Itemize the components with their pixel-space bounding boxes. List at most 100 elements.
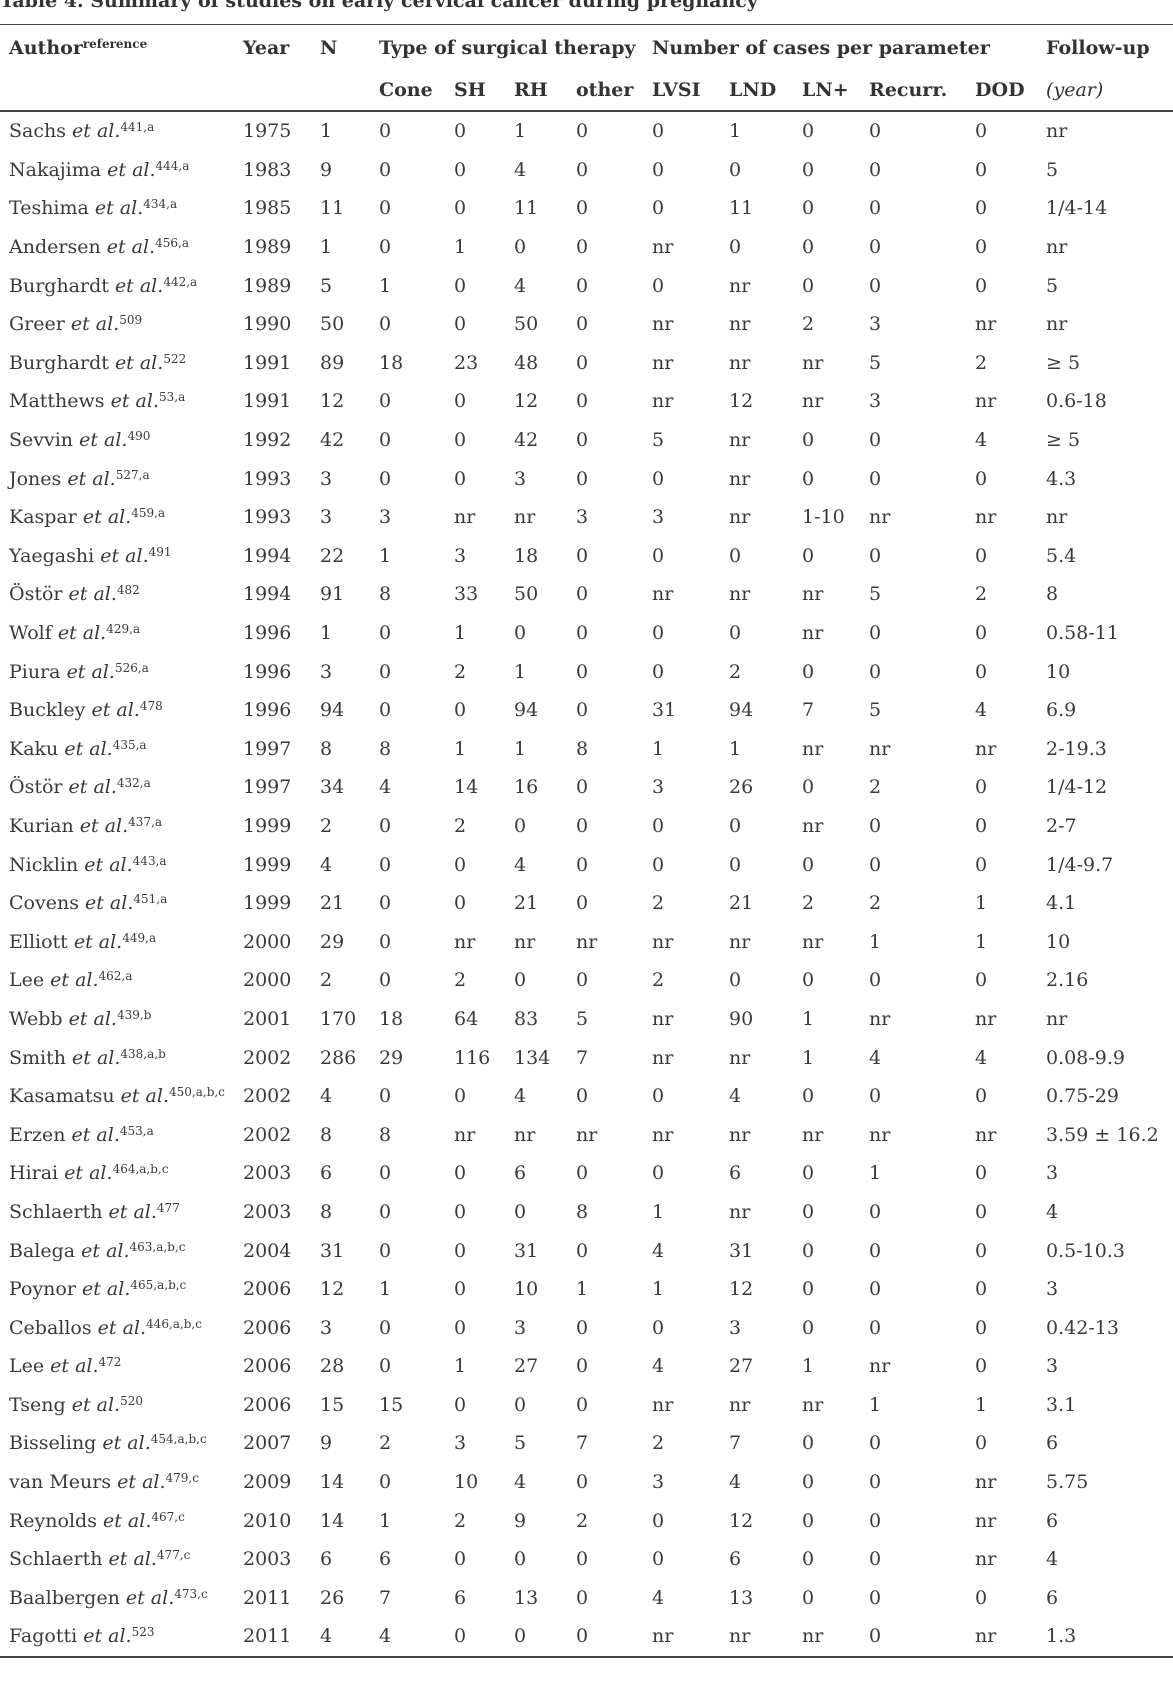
other-cell: 0 <box>576 544 589 567</box>
n-cell: 8 <box>320 1200 333 1223</box>
dod-cell: 0 <box>975 120 988 143</box>
n-cell: 4 <box>311 1617 370 1658</box>
n-cell: 4 <box>320 853 333 876</box>
n-cell: 3 <box>320 660 333 683</box>
ln-positive-cell: nr <box>802 814 824 837</box>
author-cell: Ceballos et al.446,a,b,c <box>0 1308 234 1347</box>
follow-up-cell: 1/4-12 <box>1046 776 1108 799</box>
table-row: Lee et al.472 2006 28 0 1 27 0 4 27 1 nr 0 3 <box>0 1347 1173 1386</box>
other-cell: 0 <box>576 236 589 259</box>
recurrence-cell: 0 <box>869 274 882 297</box>
header-year: Year <box>234 24 311 70</box>
lnd-cell: 13 <box>729 1586 754 1609</box>
rh-cell: 4 <box>514 274 527 297</box>
header-surgical-therapy: Type of surgical therapy <box>370 24 644 70</box>
cone-cell: 0 <box>379 1471 392 1494</box>
lnd-cell: 12 <box>729 1278 754 1301</box>
lvsi-cell: nr <box>652 583 674 606</box>
lnd-cell: 26 <box>729 776 754 799</box>
other-cell: 0 <box>576 274 589 297</box>
ln-positive-cell: 0 <box>802 197 815 220</box>
reference-superscript: 459,a <box>131 506 166 521</box>
ln-positive-cell: 7 <box>802 699 815 722</box>
ln-positive-cell: nr <box>802 583 824 606</box>
dod-cell: nr <box>975 1509 997 1532</box>
et-al: et al. <box>82 506 132 529</box>
lnd-cell: 1 <box>729 120 742 143</box>
author-name: Matthews <box>9 390 105 413</box>
ln-positive-cell: 1 <box>802 1355 815 1378</box>
rh-cell: 13 <box>514 1586 539 1609</box>
author-name: van Meurs <box>9 1471 112 1494</box>
sh-cell: 0 <box>454 699 467 722</box>
n-cell: 170 <box>320 1007 357 1030</box>
ln-positive-cell: nr <box>802 351 824 374</box>
n-cell: 4 <box>320 1085 333 1108</box>
et-al: et al. <box>85 892 134 915</box>
cone-cell: 0 <box>379 120 392 143</box>
author-cell: Covens et al.451,a <box>0 884 234 923</box>
n-cell: 91 <box>320 583 345 606</box>
ln-positive-cell: 1 <box>802 1046 815 1069</box>
author-cell: Sevvin et al.490 <box>0 421 234 460</box>
cone-cell: 0 <box>379 622 392 645</box>
sh-cell: 3 <box>454 544 467 567</box>
rh-cell: 9 <box>514 1509 527 1532</box>
sh-cell: 0 <box>454 467 467 490</box>
cone-cell: 0 <box>379 930 392 953</box>
lvsi-cell: 0 <box>652 158 665 181</box>
lvsi-cell: nr <box>652 930 674 953</box>
n-cell: 50 <box>320 313 345 336</box>
et-al: et al. <box>91 699 140 722</box>
ln-positive-cell: 0 <box>802 660 815 683</box>
lvsi-cell: 4 <box>652 1355 665 1378</box>
author-cell: Tseng et al.520 <box>0 1386 234 1425</box>
lvsi-cell: 0 <box>652 197 665 220</box>
recurrence-cell: 1 <box>869 930 882 953</box>
lnd-cell: 4 <box>729 1085 742 1108</box>
other-cell: 0 <box>576 969 589 992</box>
author-cell: Andersen et al.456,a <box>0 228 234 267</box>
lvsi-cell: 4 <box>652 1586 665 1609</box>
recurrence-cell: 0 <box>869 197 882 220</box>
sh-cell: 3 <box>454 1432 467 1455</box>
recurrence-cell: 0 <box>869 969 882 992</box>
et-al: et al. <box>81 1239 130 1262</box>
author-name: Smith <box>9 1046 66 1069</box>
lvsi-cell: 0 <box>652 853 665 876</box>
cone-cell: 0 <box>379 699 392 722</box>
lnd-cell: nr <box>729 467 751 490</box>
recurrence-cell: 2 <box>869 892 882 915</box>
reference-superscript: 456,a <box>155 236 189 251</box>
year-cell: 2004 <box>243 1239 292 1262</box>
author-cell: Bisseling et al.454,a,b,c <box>0 1424 234 1463</box>
other-cell: 0 <box>576 351 589 374</box>
et-al: et al. <box>114 351 164 374</box>
n-cell: 12 <box>320 1278 345 1301</box>
ln-positive-cell: 0 <box>802 1239 815 1262</box>
n-cell: 12 <box>320 390 345 413</box>
rh-cell: 21 <box>514 892 539 915</box>
lvsi-cell: nr <box>652 1007 674 1030</box>
follow-up-cell: 6.9 <box>1046 699 1077 722</box>
recurrence-cell: 0 <box>860 1617 967 1658</box>
rh-cell: 0 <box>514 969 527 992</box>
reference-superscript: 527,a <box>115 467 150 482</box>
studies-table: Authorreference Year N Type of surgical … <box>0 24 1173 1658</box>
cone-cell: 6 <box>379 1548 392 1571</box>
rh-cell: 18 <box>514 544 539 567</box>
other-cell: 0 <box>576 1316 589 1339</box>
author-name: Sevvin <box>9 429 74 452</box>
recurrence-cell: nr <box>869 506 891 529</box>
author-cell: Nakajima et al.444,a <box>0 151 234 190</box>
lnd-cell: 4 <box>729 1471 742 1494</box>
table-row: Kaku et al.435,a 1997 8 8 1 1 8 1 1 nr nr nr 2-19.3 <box>0 730 1173 769</box>
author-cell: Nicklin et al.443,a <box>0 845 234 884</box>
rh-cell: 1 <box>514 737 527 760</box>
sh-cell: 0 <box>454 892 467 915</box>
follow-up-cell: 5.75 <box>1046 1471 1089 1494</box>
reference-superscript: 477 <box>156 1200 180 1215</box>
year-cell: 2003 <box>243 1200 292 1223</box>
other-cell: 0 <box>576 390 589 413</box>
reference-superscript: 449,a <box>122 930 157 945</box>
